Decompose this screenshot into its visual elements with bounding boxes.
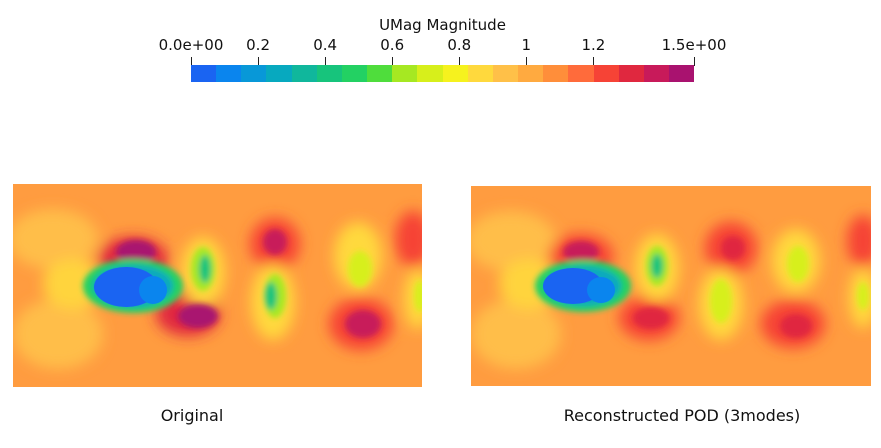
- colorbar-tick-label: 0.6: [380, 36, 405, 54]
- colorbar-tick-label: 1.2: [581, 36, 606, 54]
- colorbar-swatch: [241, 65, 267, 82]
- colorbar-swatch: [216, 65, 242, 82]
- colorbar-tick-mark: [325, 57, 326, 66]
- colorbar-tick-mark: [258, 57, 259, 66]
- colorbar-tick-mark: [191, 57, 192, 66]
- colorbar-tick-mark: [526, 57, 527, 66]
- colorbar-tick-label: 0.8: [447, 36, 472, 54]
- colorbar-title: UMag Magnitude: [379, 16, 506, 34]
- colorbar-swatch: [367, 65, 393, 82]
- colorbar-tick-mark: [694, 57, 695, 66]
- colorbar-swatch: [668, 65, 695, 82]
- field-original: [13, 184, 422, 387]
- colorbar-tick-label: 0.4: [313, 36, 338, 54]
- colorbar-swatch: [643, 65, 669, 82]
- colorbar-swatch: [341, 65, 368, 82]
- colorbar-swatch: [316, 65, 342, 82]
- colorbar-swatch: [492, 65, 519, 82]
- caption-original: Original: [160, 406, 224, 425]
- colorbar-swatch: [417, 65, 443, 82]
- colorbar-swatch: [191, 65, 217, 82]
- colorbar-swatch: [518, 65, 544, 82]
- colorbar-swatch: [442, 65, 468, 82]
- colorbar: [191, 65, 695, 82]
- colorbar-tick-label: 1: [521, 36, 532, 54]
- colorbar-swatch: [291, 65, 317, 82]
- colorbar-swatch: [266, 65, 292, 82]
- colorbar-tick-mark: [459, 57, 460, 66]
- colorbar-swatch: [593, 65, 619, 82]
- colorbar-swatch: [543, 65, 569, 82]
- colorbar-swatch: [467, 65, 493, 82]
- colorbar-swatch: [392, 65, 418, 82]
- colorbar-tick-label: 0.2: [246, 36, 270, 54]
- colorbar-tick-mark: [593, 57, 594, 66]
- colorbar-tick-mark: [392, 57, 393, 66]
- colorbar-ticks: 0.0e+00 0.2 0.4 0.6 0.8 1 1.2 1.5e+00: [0, 36, 881, 66]
- colorbar-tick-label: 0.0e+00: [158, 36, 224, 54]
- colorbar-swatch: [568, 65, 594, 82]
- caption-reconstructed: Reconstructed POD (3modes): [563, 406, 801, 425]
- field-reconstructed: [471, 186, 871, 386]
- colorbar-swatch: [618, 65, 644, 82]
- colorbar-tick-label: 1.5e+00: [661, 36, 727, 54]
